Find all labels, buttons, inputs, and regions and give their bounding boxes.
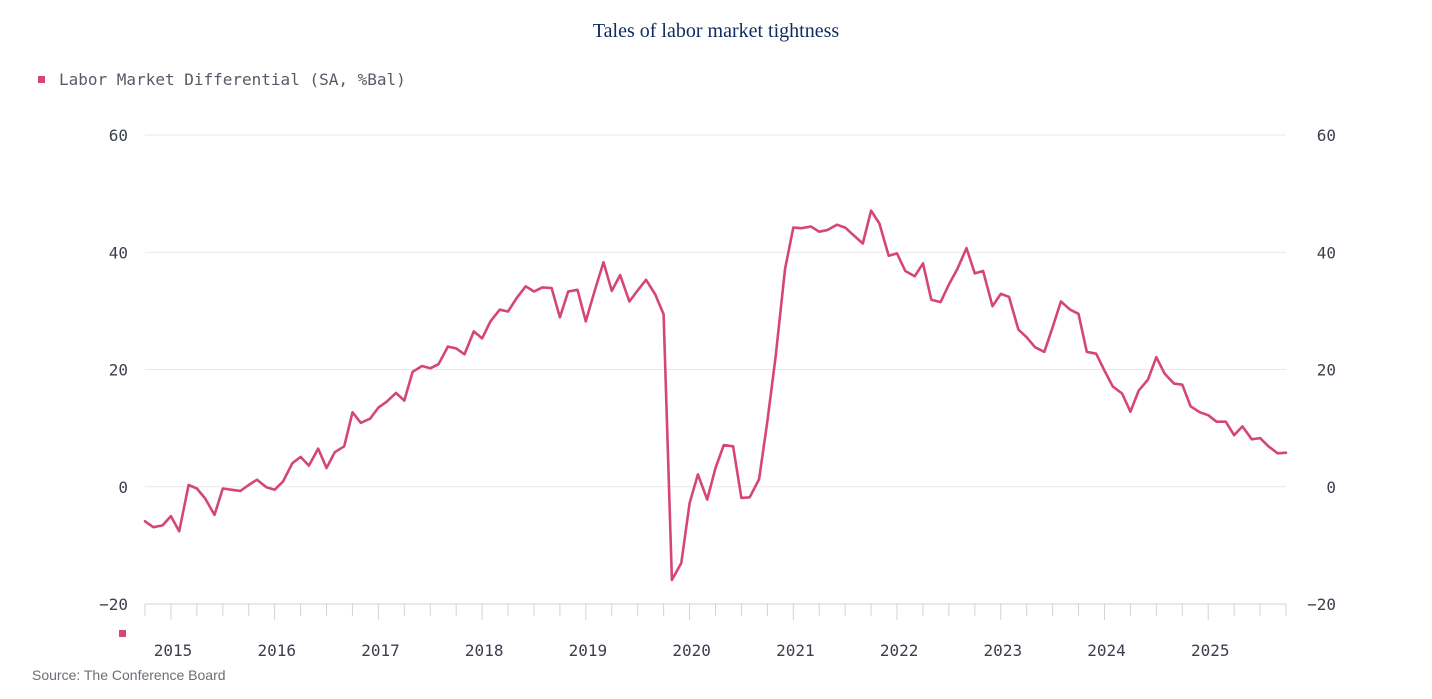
x-tick-label: 2024 [1087,641,1126,660]
y-tick-label-right: 20 [1317,361,1336,380]
x-tick-label: 2016 [257,641,296,660]
x-tick-label: 2020 [672,641,711,660]
y-tick-label-left: 20 [109,361,128,380]
x-tick-label: 2021 [776,641,815,660]
y-tick-label-left: 40 [109,243,128,262]
y-tick-label-left: 0 [118,478,128,497]
x-tick-label: 2019 [569,641,608,660]
y-tick-label-right: 0 [1326,478,1336,497]
y-tick-label-left: 60 [109,126,128,145]
legend-swatch [38,76,45,83]
x-tick-label: 2022 [880,641,919,660]
axis-series-marker [119,630,126,637]
x-tick-label: 2025 [1191,641,1230,660]
series-line[interactable] [143,209,1288,582]
y-tick-label-left: −20 [99,595,128,614]
y-tick-label-right: 60 [1317,126,1336,145]
y-tick-label-right: 40 [1317,243,1336,262]
y-tick-label-right: −20 [1307,595,1336,614]
x-tick-label: 2015 [154,641,193,660]
source-note: Source: The Conference Board [32,667,226,683]
x-tick-label: 2018 [465,641,504,660]
chart-title: Tales of labor market tightness [592,20,840,42]
x-tick-label: 2023 [984,641,1023,660]
x-tick-label: 2017 [361,641,400,660]
legend-label: Labor Market Differential (SA, %Bal) [59,70,406,89]
legend[interactable]: Labor Market Differential (SA, %Bal) [38,70,406,89]
